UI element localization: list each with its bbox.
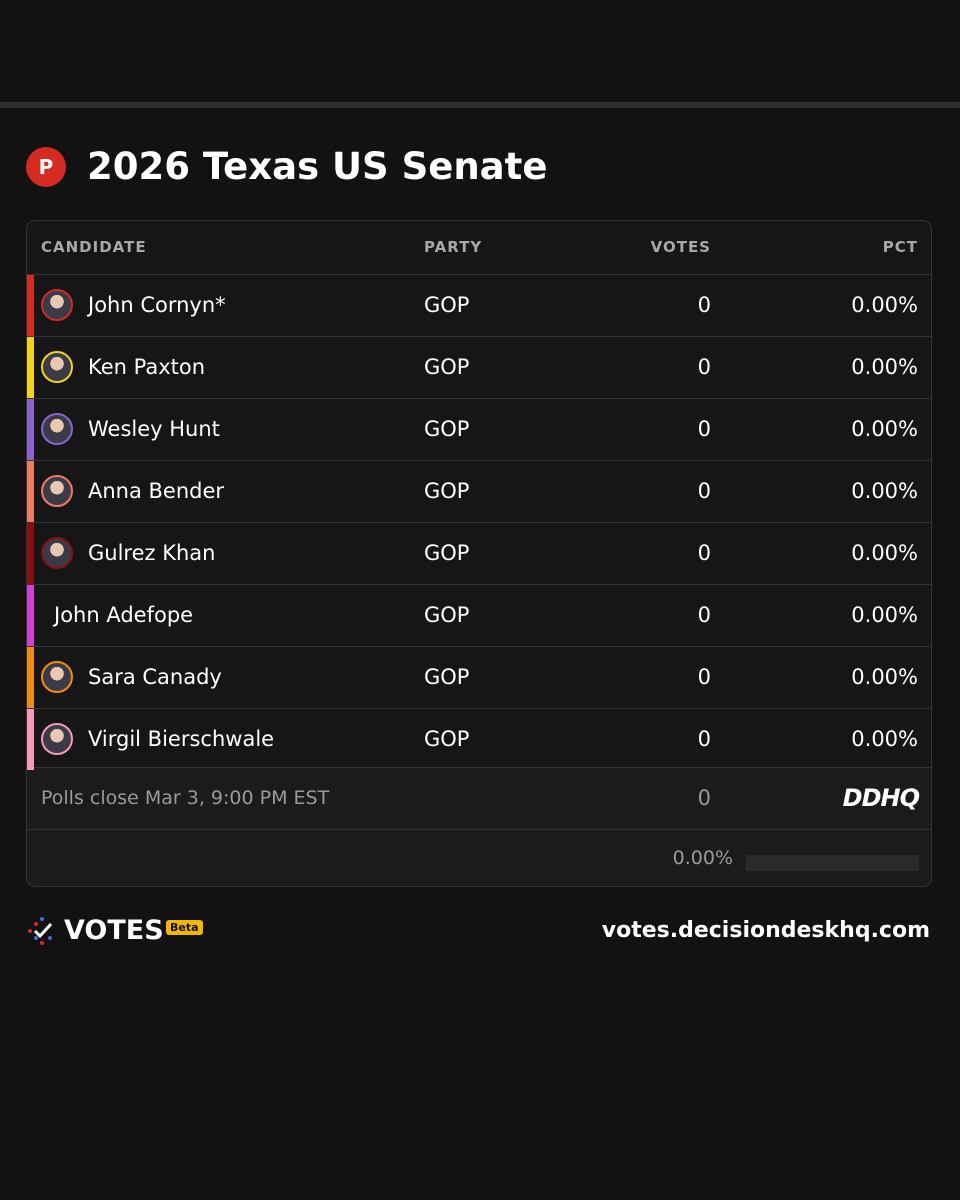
pct: 0.00%	[851, 479, 918, 503]
party: GOP	[424, 417, 470, 441]
votes: 0	[697, 603, 711, 627]
party-color-bar	[27, 647, 34, 708]
divider	[0, 102, 960, 108]
votes: 0	[697, 665, 711, 689]
candidate-photo	[41, 537, 73, 569]
candidate-photo	[41, 413, 73, 445]
candidate-row: Gulrez Khan GOP 0 0.00%	[27, 522, 931, 584]
candidate-photo	[41, 723, 73, 755]
pct: 0.00%	[851, 727, 918, 751]
candidate-name: Virgil Bierschwale	[88, 727, 275, 751]
site-url: votes.decisiondeskhq.com	[601, 918, 930, 943]
party-color-bar	[27, 461, 34, 522]
party-color-bar	[27, 399, 34, 460]
title: 2026 Texas US Senate	[87, 145, 548, 188]
party: GOP	[424, 665, 470, 689]
candidate-photo	[41, 351, 73, 383]
party-color-bar	[27, 585, 34, 646]
beta-tag: Beta	[166, 920, 203, 935]
pct: 0.00%	[851, 355, 918, 379]
pct: 0.00%	[851, 417, 918, 441]
party: GOP	[424, 541, 470, 565]
candidate-row: John Adefope GOP 0 0.00%	[27, 584, 931, 646]
votes-icon	[28, 917, 53, 945]
party: GOP	[424, 293, 470, 317]
votes: 0	[697, 727, 711, 751]
pct: 0.00%	[851, 665, 918, 689]
party: GOP	[424, 355, 470, 379]
brand-name: VOTES	[64, 915, 164, 946]
candidate-name: Gulrez Khan	[88, 541, 216, 565]
total-votes: 0	[697, 786, 711, 810]
candidate-row: Virgil Bierschwale GOP 0 0.00%	[27, 708, 931, 770]
party-badge: P	[26, 147, 66, 187]
reporting-pct: 0.00%	[672, 847, 733, 869]
candidate-photo	[41, 661, 73, 693]
column-header: VOTES	[650, 238, 711, 256]
votes: 0	[697, 417, 711, 441]
party-color-bar	[27, 709, 34, 770]
column-header: PCT	[882, 238, 918, 256]
candidate-row: Sara Canady GOP 0 0.00%	[27, 646, 931, 708]
candidate-photo	[41, 289, 73, 321]
pct: 0.00%	[851, 293, 918, 317]
party-color-bar	[27, 275, 34, 336]
footer-row: Polls close Mar 3, 9:00 PM EST 0 DDHQ	[27, 767, 931, 829]
candidate-photo	[41, 475, 73, 507]
votes: 0	[697, 355, 711, 379]
candidate-name: Sara Canady	[88, 665, 222, 689]
ddhq-logo: DDHQ	[842, 784, 920, 812]
candidate-name: Wesley Hunt	[88, 417, 220, 441]
votes: 0	[697, 479, 711, 503]
pct: 0.00%	[851, 541, 918, 565]
candidate-name: John Adefope	[54, 603, 194, 627]
candidate-name: Ken Paxton	[88, 355, 206, 379]
party: GOP	[424, 479, 470, 503]
column-header: CANDIDATE	[41, 238, 147, 256]
candidate-row: Anna Bender GOP 0 0.00%	[27, 460, 931, 522]
votes: 0	[697, 293, 711, 317]
candidate-row: Wesley Hunt GOP 0 0.00%	[27, 398, 931, 460]
reporting-row: 0.00%	[27, 829, 931, 886]
candidate-name: Anna Bender	[88, 479, 225, 503]
party-color-bar	[27, 337, 34, 398]
candidate-row: Ken Paxton GOP 0 0.00%	[27, 336, 931, 398]
party: GOP	[424, 603, 470, 627]
votes: 0	[697, 541, 711, 565]
candidate-name: John Cornyn*	[88, 293, 226, 317]
party: GOP	[424, 727, 470, 751]
pct: 0.00%	[851, 603, 918, 627]
polls-note: Polls close Mar 3, 9:00 PM EST	[41, 787, 330, 809]
column-header: PARTY	[424, 238, 483, 256]
results-table: CANDIDATE PARTY VOTES PCT Polls close Ma…	[26, 220, 932, 887]
party-color-bar	[27, 523, 34, 584]
progress-track	[746, 855, 919, 871]
candidate-row: John Cornyn* GOP 0 0.00%	[27, 274, 931, 336]
